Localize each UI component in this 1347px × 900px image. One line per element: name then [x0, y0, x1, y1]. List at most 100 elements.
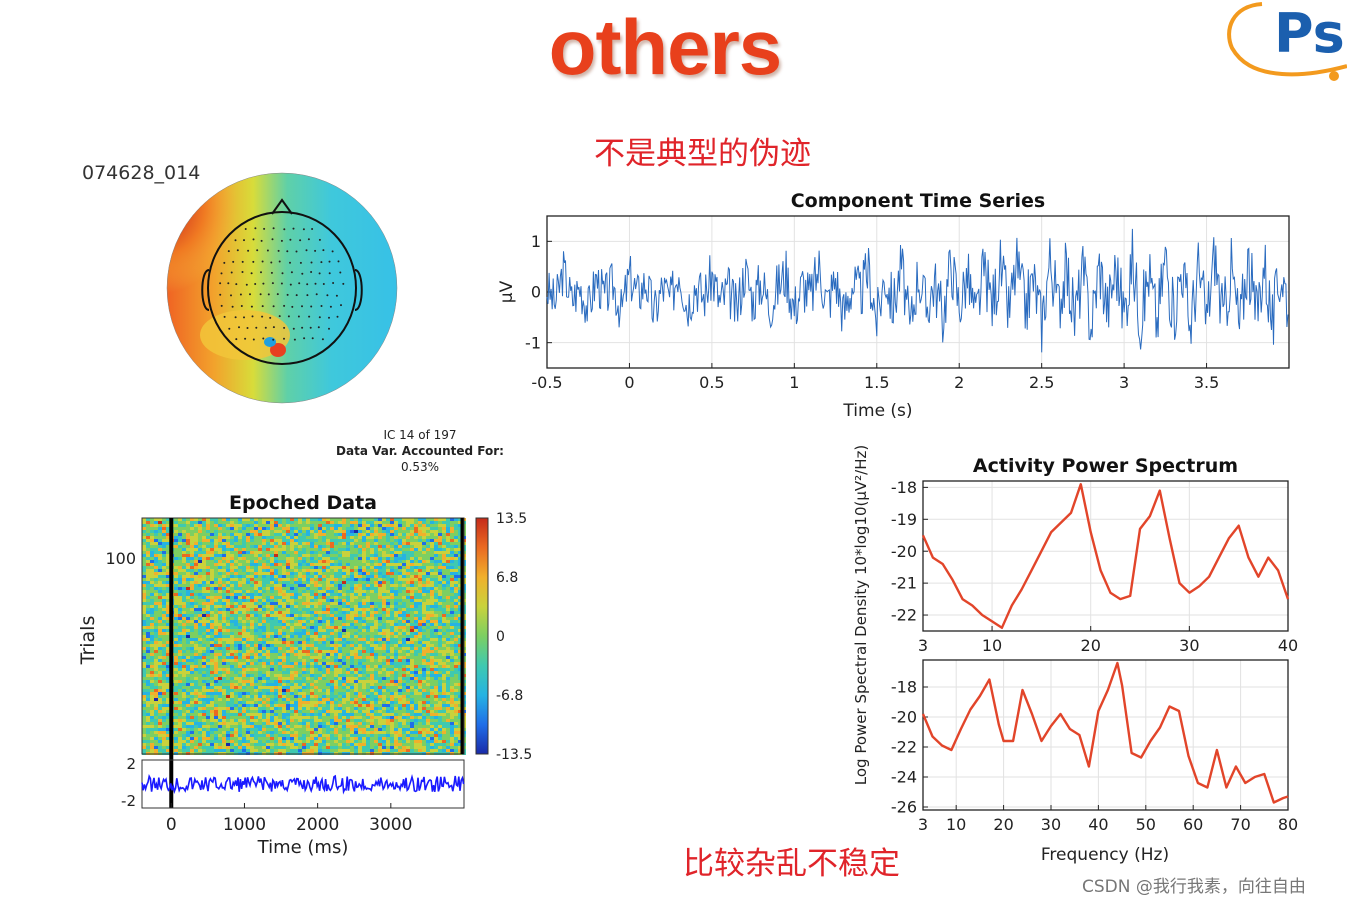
- heatmap-cell: [370, 629, 374, 632]
- heatmap-cell: [182, 656, 186, 659]
- heatmap-cell: [390, 584, 394, 587]
- heatmap-cell: [198, 530, 202, 533]
- heatmap-cell: [334, 614, 338, 617]
- heatmap-cell: [270, 563, 274, 566]
- heatmap-cell: [446, 677, 450, 680]
- heatmap-cell: [210, 635, 214, 638]
- heatmap-cell: [202, 695, 206, 698]
- heatmap-cell: [174, 680, 178, 683]
- heatmap-cell: [362, 617, 366, 620]
- heatmap-cell: [438, 587, 442, 590]
- heatmap-cell: [362, 689, 366, 692]
- heatmap-cell: [426, 524, 430, 527]
- heatmap-cell: [274, 584, 278, 587]
- heatmap-cell: [206, 641, 210, 644]
- heatmap-cell: [150, 671, 154, 674]
- heatmap-cell: [294, 617, 298, 620]
- heatmap-cell: [394, 629, 398, 632]
- heatmap-cell: [442, 620, 446, 623]
- heatmap-cell: [322, 626, 326, 629]
- heatmap-cell: [314, 677, 318, 680]
- heatmap-cell: [346, 605, 350, 608]
- heatmap-cell: [322, 635, 326, 638]
- heatmap-cell: [450, 596, 454, 599]
- heatmap-cell: [230, 602, 234, 605]
- heatmap-cell: [194, 530, 198, 533]
- heatmap-cell: [310, 521, 314, 524]
- electrode-dot: [314, 249, 317, 252]
- heatmap-cell: [162, 605, 166, 608]
- heatmap-cell: [346, 557, 350, 560]
- heatmap-cell: [434, 608, 438, 611]
- heatmap-cell: [434, 659, 438, 662]
- heatmap-cell: [142, 569, 146, 572]
- heatmap-cell: [250, 554, 254, 557]
- heatmap-cell: [174, 662, 178, 665]
- heatmap-cell: [306, 632, 310, 635]
- heatmap-cell: [358, 620, 362, 623]
- heatmap-cell: [406, 623, 410, 626]
- heatmap-cell: [442, 623, 446, 626]
- heatmap-cell: [354, 614, 358, 617]
- heatmap-cell: [246, 596, 250, 599]
- heatmap-cell: [314, 665, 318, 668]
- heatmap-cell: [310, 575, 314, 578]
- heatmap-cell: [214, 665, 218, 668]
- heatmap-cell: [386, 560, 390, 563]
- heatmap-cell: [242, 518, 246, 521]
- heatmap-cell: [246, 572, 250, 575]
- heatmap-cell: [378, 677, 382, 680]
- heatmap-cell: [222, 653, 226, 656]
- heatmap-cell: [178, 578, 182, 581]
- heatmap-cell: [314, 518, 318, 521]
- heatmap-cell: [338, 644, 342, 647]
- heatmap-cell: [298, 602, 302, 605]
- heatmap-cell: [254, 578, 258, 581]
- heatmap-cell: [182, 653, 186, 656]
- electrode-dot: [260, 271, 262, 274]
- heatmap-cell: [238, 695, 242, 698]
- heatmap-cell: [226, 551, 230, 554]
- heatmap-cell: [150, 584, 154, 587]
- heatmap-cell: [150, 554, 154, 557]
- heatmap-cell: [346, 584, 350, 587]
- heatmap-cell: [330, 542, 334, 545]
- heatmap-cell: [434, 644, 438, 647]
- heatmap-cell: [226, 587, 230, 590]
- heatmap-cell: [218, 635, 222, 638]
- heatmap-cell: [338, 659, 342, 662]
- heatmap-cell: [358, 629, 362, 632]
- heatmap-cell: [270, 596, 274, 599]
- heatmap-cell: [450, 611, 454, 614]
- heatmap-cell: [294, 584, 298, 587]
- heatmap-cell: [434, 593, 438, 596]
- heatmap-cell: [142, 617, 146, 620]
- heatmap-cell: [338, 527, 342, 530]
- heatmap-cell: [154, 662, 158, 665]
- heatmap-cell: [362, 521, 366, 524]
- heatmap-cell: [254, 560, 258, 563]
- heatmap-cell: [274, 632, 278, 635]
- heatmap-cell: [282, 524, 286, 527]
- heatmap-cell: [190, 674, 194, 677]
- heatmap-cell: [398, 599, 402, 602]
- heatmap-cell: [210, 695, 214, 698]
- heatmap-cell: [378, 683, 382, 686]
- heatmap-cell: [218, 539, 222, 542]
- heatmap-cell: [290, 554, 294, 557]
- heatmap-cell: [442, 662, 446, 665]
- heatmap-cell: [162, 566, 166, 569]
- heatmap-cell: [418, 650, 422, 653]
- heatmap-cell: [166, 638, 170, 641]
- heatmap-cell: [162, 635, 166, 638]
- heatmap-cell: [182, 689, 186, 692]
- heatmap-cell: [430, 602, 434, 605]
- heatmap-cell: [186, 596, 190, 599]
- heatmap-cell: [186, 623, 190, 626]
- heatmap-cell: [366, 536, 370, 539]
- heatmap-cell: [242, 686, 246, 689]
- heatmap-cell: [298, 656, 302, 659]
- heatmap-cell: [238, 638, 242, 641]
- heatmap-cell: [158, 695, 162, 698]
- heatmap-cell: [354, 602, 358, 605]
